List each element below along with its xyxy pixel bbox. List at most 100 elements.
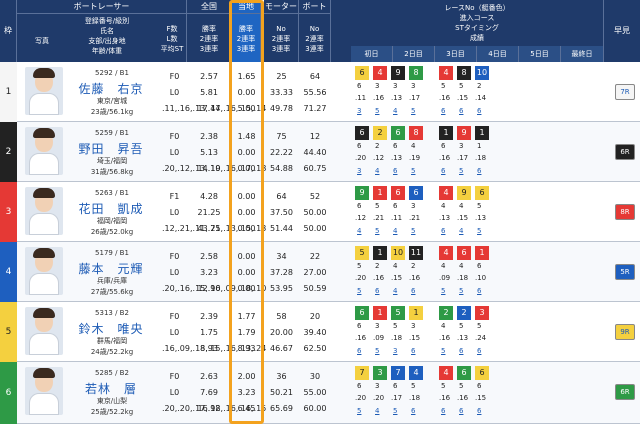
table-row: 5263 / B1 花田 凱成 福岡/福岡 26歳/52.0kg F1 L0 .12,.21… [17,182,640,242]
racer-age-weight: 23歳/56.1kg [90,108,134,116]
race-result-link[interactable]: 6 [411,407,416,415]
race-result-link[interactable]: 6 [441,407,446,415]
race-result-link[interactable]: 6 [441,227,446,235]
race-result-link[interactable]: 5 [357,407,362,415]
day-3: 3日目 [435,46,477,62]
course-value: 3 [375,82,380,90]
nat-rate: 2.58 [200,252,218,261]
race-result-link[interactable]: 4 [357,227,362,235]
racer-name[interactable]: 野田 昇吾 [78,142,144,156]
race-result-link[interactable]: 6 [477,107,482,115]
racer-id-class: 5292 / B1 [95,69,129,77]
race-result-link[interactable]: 6 [411,347,416,355]
race-result-link[interactable]: 3 [393,347,398,355]
race-result-link[interactable]: 4 [375,167,380,175]
race-number-cell: 4 [439,366,453,380]
race-result-link[interactable]: 5 [411,107,416,115]
race-result-link[interactable]: 6 [459,107,464,115]
race-result-link[interactable]: 6 [375,287,380,295]
race-result-link[interactable]: 6 [477,347,482,355]
race-result-link[interactable]: 5 [441,347,446,355]
racer-branch: 東京/山梨 [96,397,128,405]
race-result-link[interactable]: 4 [393,107,398,115]
racer-id-class: 5313 / B2 [95,309,129,317]
boat-rate: 39.40 [303,328,327,337]
race-number-cell: 6 [457,366,471,380]
race-result-link[interactable]: 6 [393,167,398,175]
race-result-link[interactable]: 5 [375,107,380,115]
course-value: 6 [357,142,362,150]
table-row: 5259 / B1 野田 昇吾 埼玉/福岡 31歳/56.8kg F0 L0 .20,.12… [17,122,640,182]
course-value: 6 [441,142,446,150]
race-result-link[interactable]: 5 [375,227,380,235]
early-race-badge[interactable]: 8R [615,204,635,220]
boat-rate: 62.50 [303,344,327,353]
st-timing: .20 [355,394,367,402]
race-number-cell: 1 [409,306,423,320]
racer-st: .20,.20,.17,.18,.16,.16,.15 [162,404,267,413]
race-number-cell: 1 [475,246,489,260]
early-race-badge[interactable]: 5R [615,264,635,280]
early-race-badge[interactable]: 7R [615,84,635,100]
course-value: 6 [393,142,398,150]
racer-name[interactable]: 花田 凱成 [78,202,144,216]
race-result-link[interactable]: 5 [411,227,416,235]
early-race-badge[interactable]: 6R [615,144,635,160]
race-number-cell: 6 [355,126,369,140]
course-value: 2 [411,262,416,270]
race-number-cell: 1 [475,126,489,140]
race-result-link[interactable]: 5 [411,167,416,175]
race-result-link[interactable]: 5 [441,287,446,295]
race-result-link[interactable]: 3 [357,107,362,115]
race-result-link[interactable]: 5 [459,287,464,295]
racer-hair-shape [33,188,55,198]
race-number-cell: 1 [373,306,387,320]
race-result-link[interactable]: 6 [477,287,482,295]
race-number-cell: 4 [439,246,453,260]
race-result-link[interactable]: 5 [357,287,362,295]
race-result-link[interactable]: 6 [441,107,446,115]
boat-rate: 50.00 [303,208,327,217]
race-number-cell: 1 [373,246,387,260]
course-value: 3 [459,142,464,150]
race-result-link[interactable]: 6 [459,407,464,415]
race-result-link[interactable]: 6 [459,347,464,355]
st-timing: .20 [355,154,367,162]
lane-number: 3 [0,182,17,242]
nat-rate: 16.92 [197,404,221,413]
course-value: 2 [375,142,380,150]
racer-name[interactable]: 若林 層 [84,382,137,396]
race-result-link[interactable]: 5 [459,167,464,175]
race-number-cell: 2 [373,126,387,140]
racer-name[interactable]: 藤本 元輝 [78,262,144,276]
boat-rate: 55.56 [303,88,327,97]
race-result-link[interactable]: 6 [411,287,416,295]
boat-rate: 12 [309,132,321,141]
race-result-link[interactable]: 5 [375,347,380,355]
race-result-link[interactable]: 6 [477,167,482,175]
race-result-link[interactable]: 4 [459,227,464,235]
table-row: 5313 / B2 鈴木 唯央 群馬/福岡 24歳/52.2kg F0 L0 .16,.09… [17,302,640,362]
early-race-badge[interactable]: 6R [615,384,635,400]
st-timing: .09 [439,274,451,282]
race-result-link[interactable]: 6 [477,407,482,415]
race-number-cell: 6 [355,66,369,80]
early-race-badge[interactable]: 9R [615,324,635,340]
race-result-link[interactable]: 4 [393,227,398,235]
racer-id-class: 5179 / B1 [95,249,129,257]
racer-l: L0 [169,268,180,277]
st-timing: .10 [475,274,487,282]
race-result-link[interactable]: 6 [357,347,362,355]
race-result-link[interactable]: 5 [393,407,398,415]
race-result-link[interactable]: 5 [477,227,482,235]
race-result-link[interactable]: 4 [393,287,398,295]
loc-rate: 0.00 [237,208,256,217]
header-lane: 枠 [0,0,17,62]
racer-name[interactable]: 佐藤 右京 [78,82,144,96]
racer-name[interactable]: 鈴木 唯央 [78,322,144,336]
race-result-link[interactable]: 4 [375,407,380,415]
race-result-link[interactable]: 3 [357,167,362,175]
nat-rate: 5.13 [200,148,218,157]
st-timing: .11 [391,214,403,222]
race-result-link[interactable]: 6 [441,167,446,175]
